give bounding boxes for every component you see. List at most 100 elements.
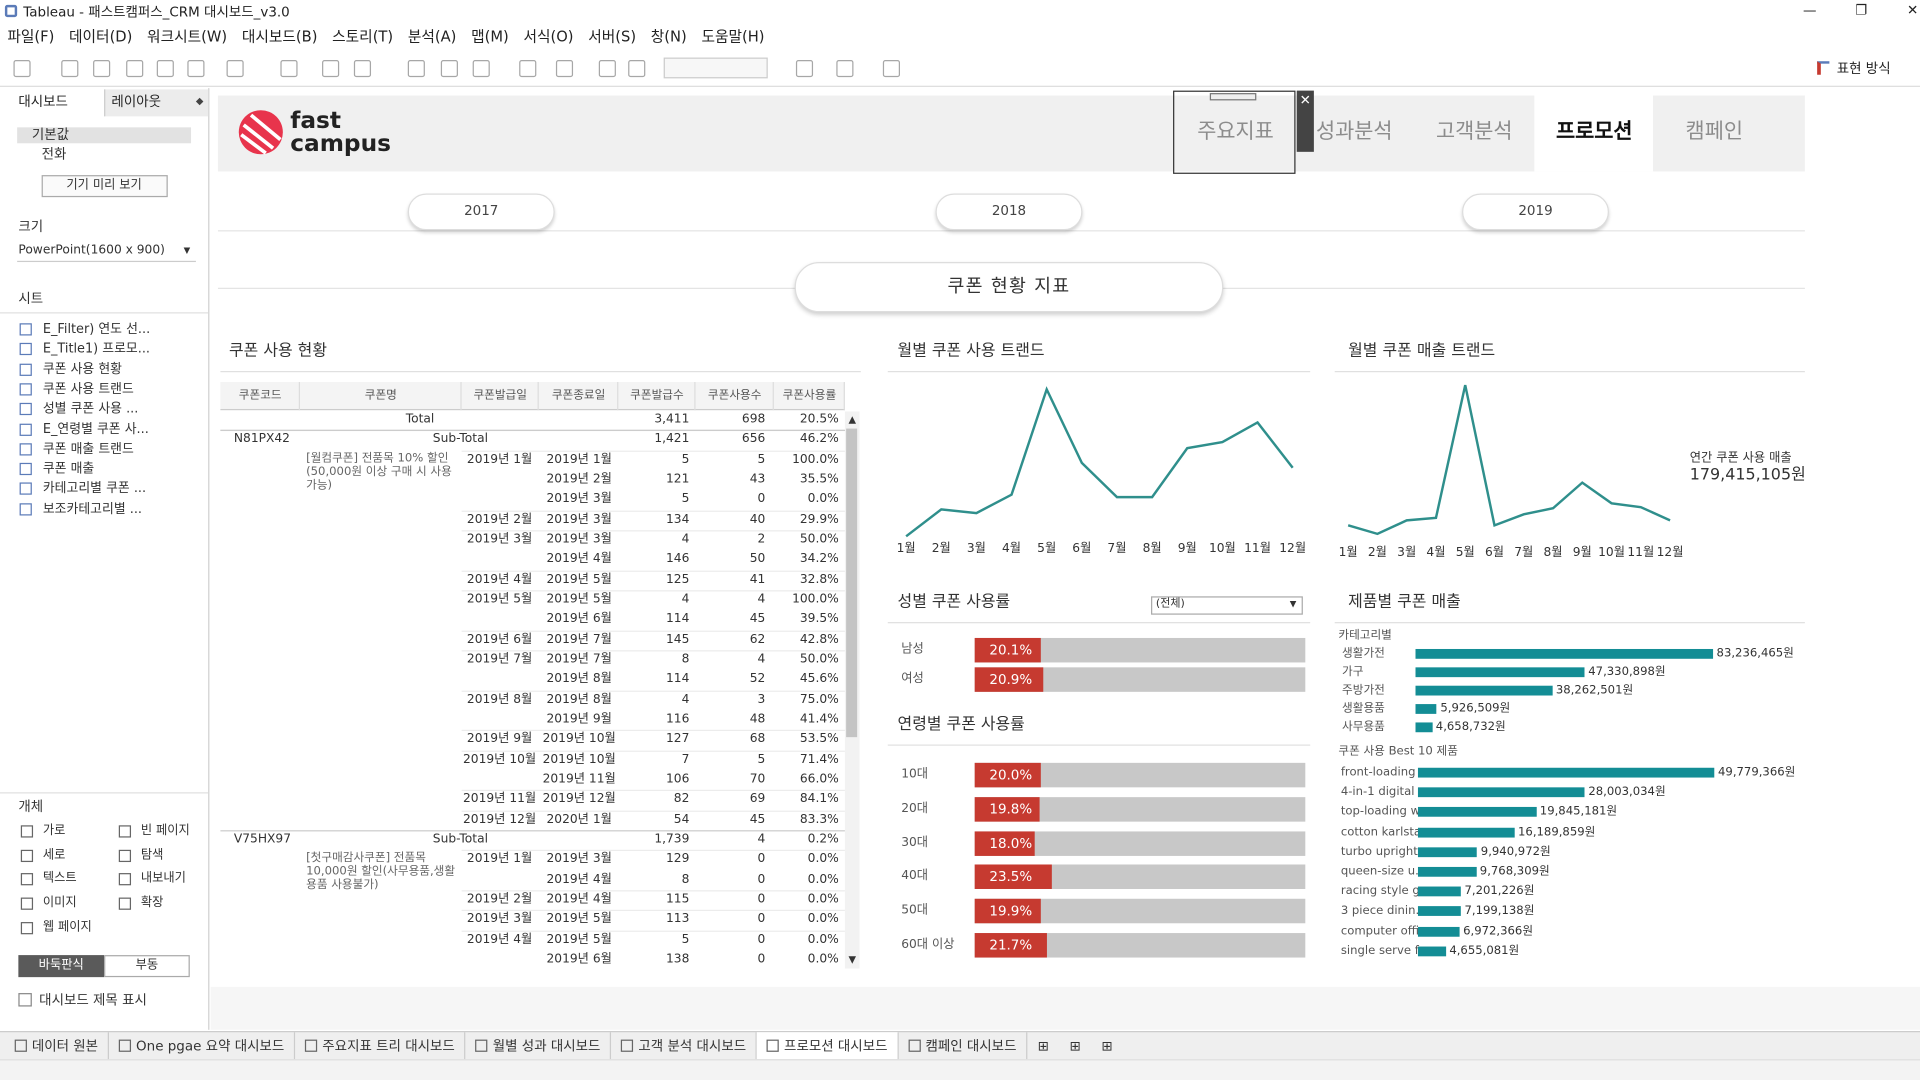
toolbar-icon[interactable] [226, 60, 244, 78]
year-label[interactable]: 2019 [1518, 202, 1553, 219]
object-item[interactable]: 빈 페이지 [140, 824, 190, 838]
toolbar-icon[interactable] [628, 60, 646, 78]
menu-item[interactable]: 데이터(D) [69, 27, 133, 45]
toolbar-icon[interactable] [322, 60, 340, 78]
toolbar-icon[interactable] [280, 60, 298, 78]
device-option[interactable]: 전화 [41, 146, 67, 163]
sheet-item[interactable]: 쿠폰 사용 현황 [42, 361, 123, 377]
side-tab[interactable]: 레이아웃 [111, 93, 162, 110]
window-button[interactable]: ❐ [1855, 2, 1868, 19]
layout-mode-active[interactable] [18, 955, 105, 978]
nav-frame-close[interactable]: ✕ [1299, 92, 1311, 109]
menu-item[interactable]: 대시보드(B) [241, 27, 318, 45]
menu-item[interactable]: 맵(M) [471, 27, 509, 45]
window-button[interactable]: — [1803, 2, 1817, 19]
object-item[interactable]: 탐색 [140, 848, 164, 862]
toolbar-icon[interactable] [93, 60, 111, 78]
table-cell: 0.0% [807, 872, 839, 887]
menu-item[interactable]: 스토리(T) [332, 27, 394, 45]
toolbar-icon[interactable] [126, 60, 144, 78]
sheet-tab[interactable]: 월별 성과 대시보드 [466, 1032, 612, 1060]
layout-mode[interactable] [104, 955, 190, 978]
object-item[interactable]: 이미지 [42, 896, 77, 910]
menu-item[interactable]: 파일(F) [7, 27, 55, 45]
toolbar-icon[interactable] [519, 60, 537, 78]
show-me-icon[interactable] [1817, 61, 1830, 75]
toolbar-icon[interactable] [407, 60, 425, 78]
table-cell: 1,739 [654, 832, 690, 847]
sheet-item[interactable]: E_Filter) 연도 선... [42, 321, 151, 337]
toolbar-icon[interactable] [882, 60, 900, 78]
toolbar-icon[interactable] [440, 60, 458, 78]
scroll-arrow[interactable]: ▲ [848, 413, 857, 425]
nav-tab[interactable]: 성과분석 [1315, 119, 1393, 144]
layout-mode-label[interactable]: 바둑판식 [38, 958, 84, 973]
filter-dropdown[interactable] [1151, 596, 1303, 615]
sheet-item[interactable]: 보조카테고리별 ... [42, 501, 143, 517]
toolbar-icon[interactable] [836, 60, 854, 78]
filter-value[interactable]: (전체) [1155, 598, 1185, 611]
year-pill[interactable] [1462, 193, 1609, 231]
device-option[interactable]: 기본값 [31, 126, 70, 143]
sheet-tab[interactable]: 캠페인 대시보드 [899, 1032, 1028, 1060]
column-header: 쿠폰사용률 [782, 388, 837, 402]
toolbar-combo[interactable] [663, 57, 768, 79]
menu-item[interactable]: 서버(S) [588, 27, 637, 45]
new-sheet-button[interactable]: ⊞ [1101, 1037, 1113, 1054]
sheet-tab[interactable]: 주요지표 트리 대시보드 [295, 1032, 466, 1060]
toolbar-icon[interactable] [61, 60, 79, 78]
layout-mode-label[interactable]: 부동 [135, 958, 159, 973]
window-button[interactable]: ✕ [1907, 2, 1919, 19]
toolbar-icon[interactable] [555, 60, 574, 78]
object-item[interactable]: 웹 페이지 [42, 920, 92, 935]
bar-label: 주방가전 [1342, 683, 1385, 698]
show-me[interactable]: 표현 방식 [1836, 60, 1891, 77]
sheet-item[interactable]: E_Title1) 프로모... [42, 341, 150, 357]
preview-button-label[interactable]: 기기 미리 보기 [66, 178, 142, 193]
side-tab[interactable]: 대시보드 [18, 93, 68, 110]
checkbox[interactable] [18, 993, 32, 1007]
sheet-item[interactable]: 쿠폰 매출 [42, 461, 95, 477]
object-item[interactable]: 가로 [42, 824, 66, 838]
menu-item[interactable]: 서식(O) [523, 27, 574, 45]
preview-button[interactable] [41, 175, 168, 198]
nav-tab[interactable]: 프로모션 [1555, 119, 1633, 144]
object-item[interactable]: 세로 [42, 848, 66, 862]
year-label[interactable]: 2017 [464, 202, 499, 219]
sheet-tab[interactable]: 프로모션 대시보드 [757, 1032, 899, 1060]
toolbar-icon[interactable] [156, 60, 174, 78]
toolbar-icon[interactable] [472, 60, 490, 78]
menu-item[interactable]: 워크시트(W) [147, 27, 228, 45]
menu-item[interactable]: 분석(A) [407, 27, 457, 45]
menu-item[interactable]: 도움말(H) [701, 27, 765, 45]
year-pill[interactable] [407, 193, 555, 231]
toolbar-icon[interactable] [187, 60, 205, 78]
object-item[interactable]: 확장 [140, 896, 164, 910]
sheet-item[interactable]: E_연령별 쿠폰 사... [42, 421, 149, 437]
sheet-item[interactable]: 카테고리별 쿠폰 ... [42, 481, 147, 497]
toolbar-icon[interactable] [598, 60, 616, 78]
menu-item[interactable]: 창(N) [650, 27, 687, 45]
show-title-label[interactable]: 대시보드 제목 표시 [39, 992, 147, 1009]
nav-tab[interactable]: 고객분석 [1435, 119, 1513, 144]
new-sheet-button[interactable]: ⊞ [1069, 1037, 1081, 1054]
year-label[interactable]: 2018 [991, 202, 1027, 219]
new-sheet-button[interactable]: ⊞ [1037, 1037, 1050, 1054]
scroll-arrow[interactable]: ▼ [848, 953, 857, 965]
sheet-tab[interactable]: 고객 분석 대시보드 [611, 1032, 758, 1060]
nav-tab[interactable]: 캠페인 [1685, 119, 1744, 144]
sheet-item[interactable]: 성별 쿠폰 사용 ... [42, 401, 139, 417]
nav-tab[interactable]: 주요지표 [1197, 119, 1274, 144]
object-item[interactable]: 내보내기 [140, 872, 186, 886]
sheet-item[interactable]: 쿠폰 사용 트랜드 [42, 381, 134, 397]
sheet-tab[interactable]: One pgae 요약 대시보드 [109, 1032, 296, 1060]
toolbar-icon[interactable] [353, 60, 372, 78]
year-pill[interactable] [935, 193, 1083, 231]
toolbar-icon[interactable] [13, 60, 31, 78]
size-select[interactable]: PowerPoint(1600 x 900) [18, 243, 165, 258]
toolbar-icon[interactable] [795, 60, 814, 78]
sheet-item[interactable]: 쿠폰 매출 트랜드 [42, 441, 134, 457]
sheet-tab[interactable]: 데이터 원본 [5, 1032, 110, 1060]
object-item[interactable]: 텍스트 [42, 872, 77, 886]
side-tab-inactive[interactable] [104, 89, 209, 117]
